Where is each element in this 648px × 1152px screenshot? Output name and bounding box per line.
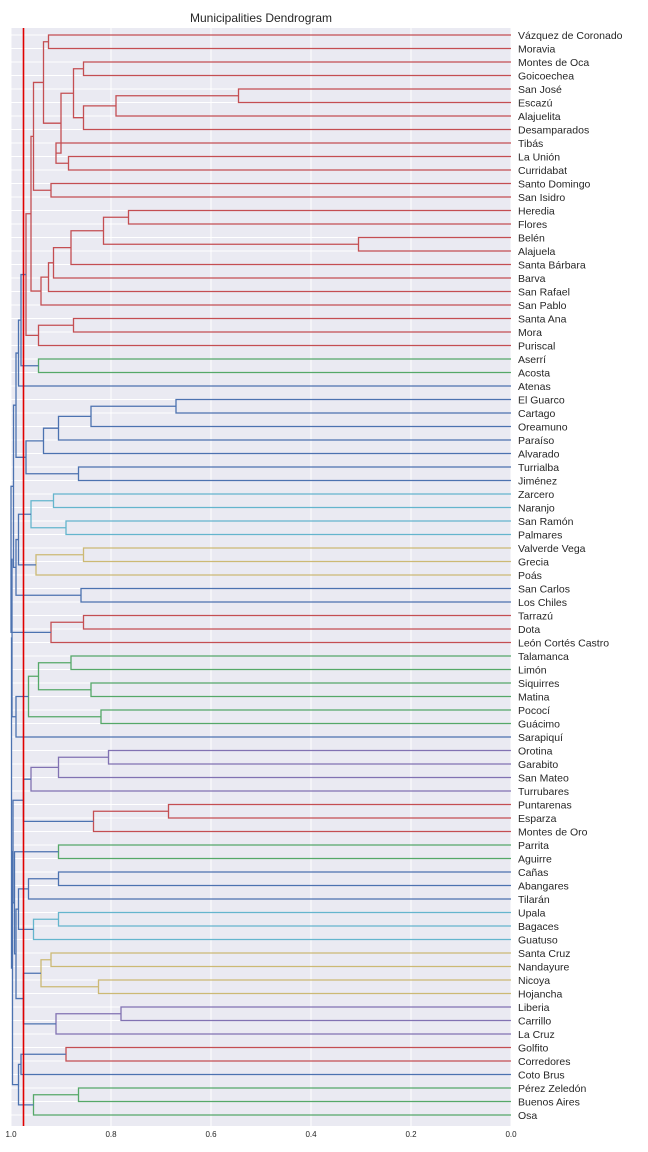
leaf-label: Parrita — [518, 840, 549, 852]
leaf-label: Oreamuno — [518, 421, 568, 433]
leaf-label: Golfito — [518, 1042, 549, 1054]
leaf-label: Tarrazú — [518, 610, 553, 622]
leaf-label: Barva — [518, 273, 546, 285]
x-tick-label: 0.2 — [405, 1130, 417, 1139]
leaf-label: Moravia — [518, 43, 556, 55]
x-tick-label: 1.0 — [5, 1130, 17, 1139]
dendrogram-link — [10, 637, 13, 969]
leaf-label: Turrubares — [518, 786, 569, 798]
leaf-label: Zarcero — [518, 489, 554, 501]
leaf-label: Pérez Zeledón — [518, 1083, 586, 1095]
leaf-label: Atenas — [518, 381, 551, 393]
leaf-label: Santo Domingo — [518, 178, 591, 190]
leaf-label: Aserrí — [518, 354, 546, 366]
leaf-label: Heredia — [518, 205, 555, 217]
leaf-label: Escazú — [518, 97, 553, 109]
leaf-label: Pococí — [518, 705, 550, 717]
leaf-label: Talamanca — [518, 651, 569, 663]
leaf-label: Santa Bárbara — [518, 259, 586, 271]
leaf-label: Los Chiles — [518, 597, 567, 609]
leaf-label: San Carlos — [518, 583, 570, 595]
leaf-label: Belén — [518, 232, 545, 244]
x-tick-label: 0.0 — [505, 1130, 517, 1139]
leaf-label: Bagaces — [518, 921, 559, 933]
leaf-label: El Guarco — [518, 394, 565, 406]
leaf-label: Osa — [518, 1110, 537, 1122]
leaf-label: Cartago — [518, 408, 556, 420]
leaf-label: Grecia — [518, 556, 549, 568]
leaf-label: Guatuso — [518, 934, 558, 946]
leaf-label: Puntarenas — [518, 799, 572, 811]
leaf-label: Alajuela — [518, 246, 556, 258]
leaf-label: Flores — [518, 219, 547, 231]
leaf-label: Desamparados — [518, 124, 589, 136]
x-tick-label: 0.6 — [205, 1130, 217, 1139]
leaf-label: Alajuelita — [518, 111, 561, 123]
chart-title: Municipalities Dendrogram — [190, 11, 332, 25]
leaf-label: Acosta — [518, 367, 550, 379]
leaf-label: León Cortés Castro — [518, 637, 609, 649]
leaf-label: Jiménez — [518, 475, 557, 487]
plot-background — [11, 28, 511, 1126]
leaf-label: Esparza — [518, 813, 557, 825]
leaf-label: Buenos Aires — [518, 1096, 580, 1108]
leaf-label: San Isidro — [518, 192, 565, 204]
leaf-label: Palmares — [518, 529, 562, 541]
leaf-label: Goicoechea — [518, 70, 574, 82]
leaf-label: Siquirres — [518, 678, 559, 690]
leaf-label: Curridabat — [518, 165, 567, 177]
leaf-label: Hojancha — [518, 988, 563, 1000]
leaf-label: Guácimo — [518, 718, 560, 730]
leaf-label: Abangares — [518, 880, 569, 892]
leaf-label: Nicoya — [518, 975, 550, 987]
leaf-label: Liberia — [518, 1002, 550, 1014]
leaf-label: Naranjo — [518, 502, 555, 514]
leaf-label: San Rafael — [518, 286, 570, 298]
leaf-label: Santa Cruz — [518, 948, 571, 960]
leaf-label: Tilarán — [518, 894, 550, 906]
leaf-label: Valverde Vega — [518, 543, 586, 555]
x-axis-ticks: 1.0 0.8 0.6 0.4 0.2 0.0 — [5, 1130, 517, 1139]
leaf-label: Cañas — [518, 867, 548, 879]
leaf-label: Poás — [518, 570, 542, 582]
leaf-label: Orotina — [518, 745, 553, 757]
leaf-label: Matina — [518, 691, 550, 703]
leaf-label: Garabito — [518, 759, 558, 771]
leaf-label: Corredores — [518, 1056, 571, 1068]
leaf-label: La Cruz — [518, 1029, 555, 1041]
leaf-label: Santa Ana — [518, 313, 567, 325]
leaf-label: Alvarado — [518, 448, 560, 460]
leaf-label: Carrillo — [518, 1015, 551, 1027]
leaf-label: Paraíso — [518, 435, 554, 447]
leaf-label: Puriscal — [518, 340, 555, 352]
leaf-label: Vázquez de Coronado — [518, 30, 623, 42]
leaf-label: Upala — [518, 907, 546, 919]
leaf-label: Limón — [518, 664, 547, 676]
x-tick-label: 0.4 — [305, 1130, 317, 1139]
leaf-label: San Pablo — [518, 300, 567, 312]
leaf-label: San Ramón — [518, 516, 574, 528]
leaf-label: Tibás — [518, 138, 543, 150]
dendrogram-links — [10, 34, 511, 1116]
leaf-label: San José — [518, 84, 562, 96]
leaf-label: Mora — [518, 327, 542, 339]
leaf-label: Montes de Oca — [518, 57, 589, 69]
x-tick-label: 0.8 — [105, 1130, 117, 1139]
leaf-label: La Unión — [518, 151, 560, 163]
leaf-label: Aguirre — [518, 853, 552, 865]
leaf-label: Turrialba — [518, 462, 559, 474]
leaf-label: Dota — [518, 624, 540, 636]
leaf-label: Sarapiquí — [518, 732, 563, 744]
leaf-label: Montes de Oro — [518, 826, 588, 838]
leaf-label: Coto Brus — [518, 1069, 565, 1081]
leaf-label: Nandayure — [518, 961, 570, 973]
leaf-label: San Mateo — [518, 772, 569, 784]
